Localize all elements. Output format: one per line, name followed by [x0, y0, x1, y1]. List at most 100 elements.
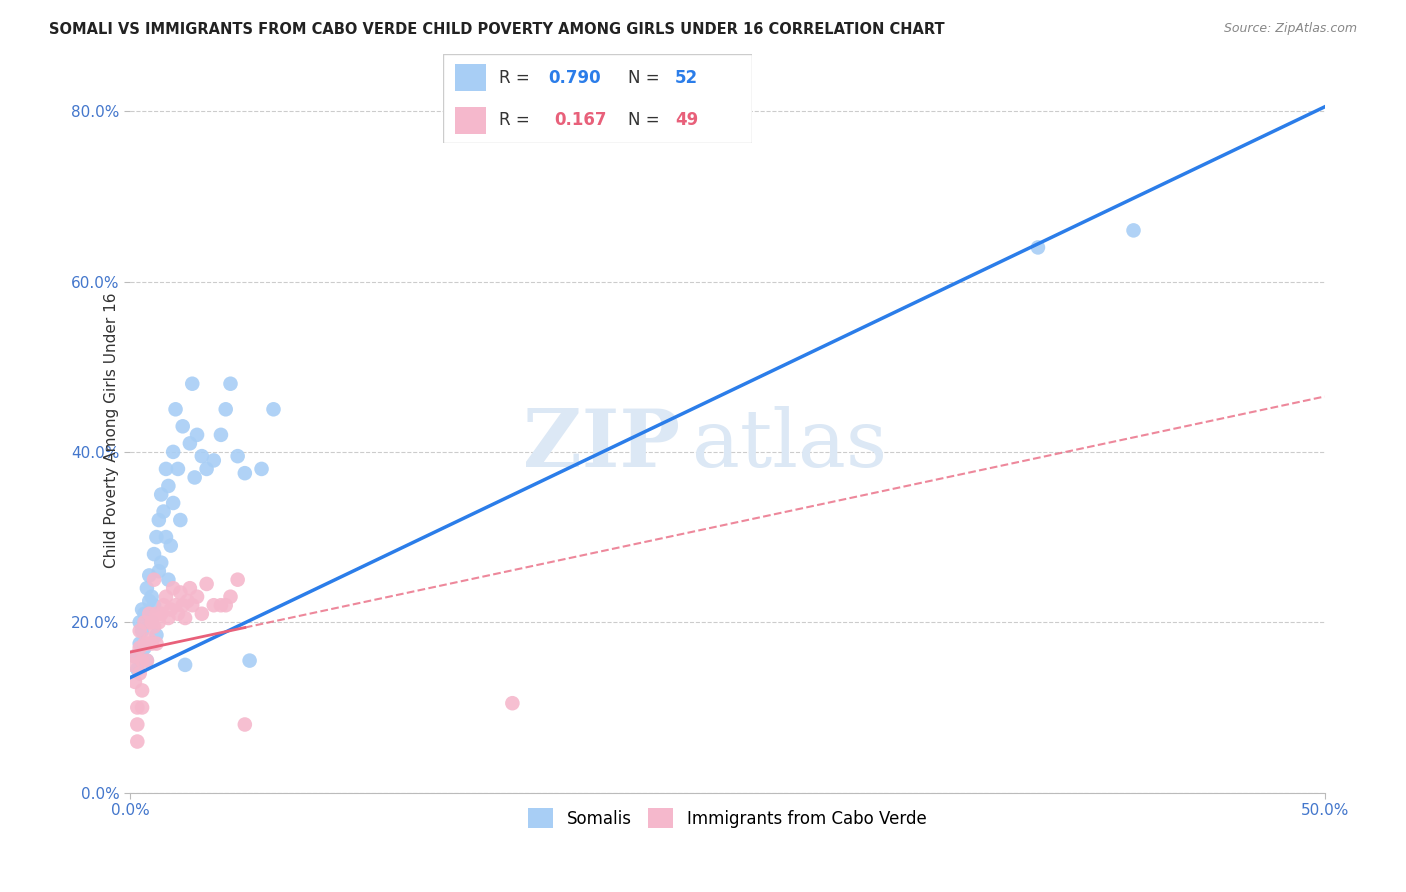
Point — [165, 599, 187, 613]
Point — [174, 611, 197, 625]
Point — [143, 599, 166, 613]
Point — [215, 402, 238, 417]
Point — [167, 462, 190, 476]
Point — [169, 585, 191, 599]
Point — [138, 568, 160, 582]
Text: ZIP: ZIP — [523, 406, 679, 484]
Point — [167, 607, 190, 621]
Point — [202, 599, 225, 613]
Point — [135, 654, 157, 668]
Point — [157, 573, 180, 587]
Point — [195, 577, 218, 591]
Point — [148, 564, 170, 578]
Y-axis label: Child Poverty Among Girls Under 16: Child Poverty Among Girls Under 16 — [104, 293, 120, 568]
Point — [159, 602, 181, 616]
Point — [172, 419, 194, 434]
Point — [138, 594, 160, 608]
Point — [135, 654, 157, 668]
Point — [226, 573, 249, 587]
Point — [152, 599, 174, 613]
Text: R =: R = — [499, 112, 540, 129]
Point — [145, 636, 167, 650]
Point — [141, 615, 163, 630]
Point — [239, 654, 262, 668]
Point — [135, 581, 157, 595]
Point — [134, 615, 156, 630]
Point — [155, 590, 177, 604]
Point — [143, 573, 166, 587]
Point — [131, 624, 153, 638]
Point — [155, 530, 177, 544]
Point — [1122, 223, 1144, 237]
Point — [172, 599, 194, 613]
Point — [145, 607, 167, 621]
Point — [131, 602, 153, 616]
Point — [183, 470, 205, 484]
Point — [157, 611, 180, 625]
FancyBboxPatch shape — [456, 107, 486, 134]
Point — [138, 632, 160, 647]
Text: 0.790: 0.790 — [548, 69, 600, 87]
Point — [169, 513, 191, 527]
Point — [128, 636, 150, 650]
Point — [250, 462, 273, 476]
Point — [141, 615, 163, 630]
Point — [186, 590, 208, 604]
Text: 49: 49 — [675, 112, 699, 129]
Point — [131, 700, 153, 714]
Point — [165, 402, 187, 417]
Point — [179, 581, 201, 595]
Point — [191, 449, 214, 463]
Point — [195, 462, 218, 476]
Point — [150, 607, 173, 621]
Point — [179, 436, 201, 450]
Point — [263, 402, 285, 417]
Point — [219, 590, 242, 604]
Point — [145, 530, 167, 544]
Point — [128, 624, 150, 638]
Point — [135, 636, 157, 650]
Point — [128, 640, 150, 655]
Point — [162, 581, 184, 595]
Point — [124, 649, 146, 664]
Legend: Somalis, Immigrants from Cabo Verde: Somalis, Immigrants from Cabo Verde — [522, 801, 934, 835]
Point — [121, 657, 143, 672]
Point — [215, 599, 238, 613]
Point — [155, 462, 177, 476]
Text: Source: ZipAtlas.com: Source: ZipAtlas.com — [1223, 22, 1357, 36]
Point — [134, 607, 156, 621]
Point — [131, 683, 153, 698]
Point — [138, 607, 160, 621]
Point — [219, 376, 242, 391]
Point — [127, 734, 149, 748]
Point — [202, 453, 225, 467]
Point — [162, 445, 184, 459]
Point — [150, 487, 173, 501]
Point — [150, 556, 173, 570]
Point — [233, 717, 256, 731]
Point — [128, 666, 150, 681]
Point — [128, 615, 150, 630]
FancyBboxPatch shape — [443, 54, 752, 143]
Text: atlas: atlas — [692, 406, 887, 484]
Point — [148, 615, 170, 630]
Point — [501, 696, 523, 710]
Point — [191, 607, 214, 621]
Point — [124, 674, 146, 689]
Point — [143, 619, 166, 633]
Point — [186, 427, 208, 442]
Point — [127, 662, 149, 676]
Point — [159, 539, 181, 553]
Text: N =: N = — [628, 69, 665, 87]
Point — [174, 657, 197, 672]
Point — [134, 640, 156, 655]
Point — [233, 466, 256, 480]
Point — [131, 654, 153, 668]
Text: 52: 52 — [675, 69, 697, 87]
Text: N =: N = — [628, 112, 665, 129]
Point — [134, 636, 156, 650]
FancyBboxPatch shape — [456, 64, 486, 91]
Point — [157, 479, 180, 493]
Point — [127, 700, 149, 714]
Point — [162, 496, 184, 510]
